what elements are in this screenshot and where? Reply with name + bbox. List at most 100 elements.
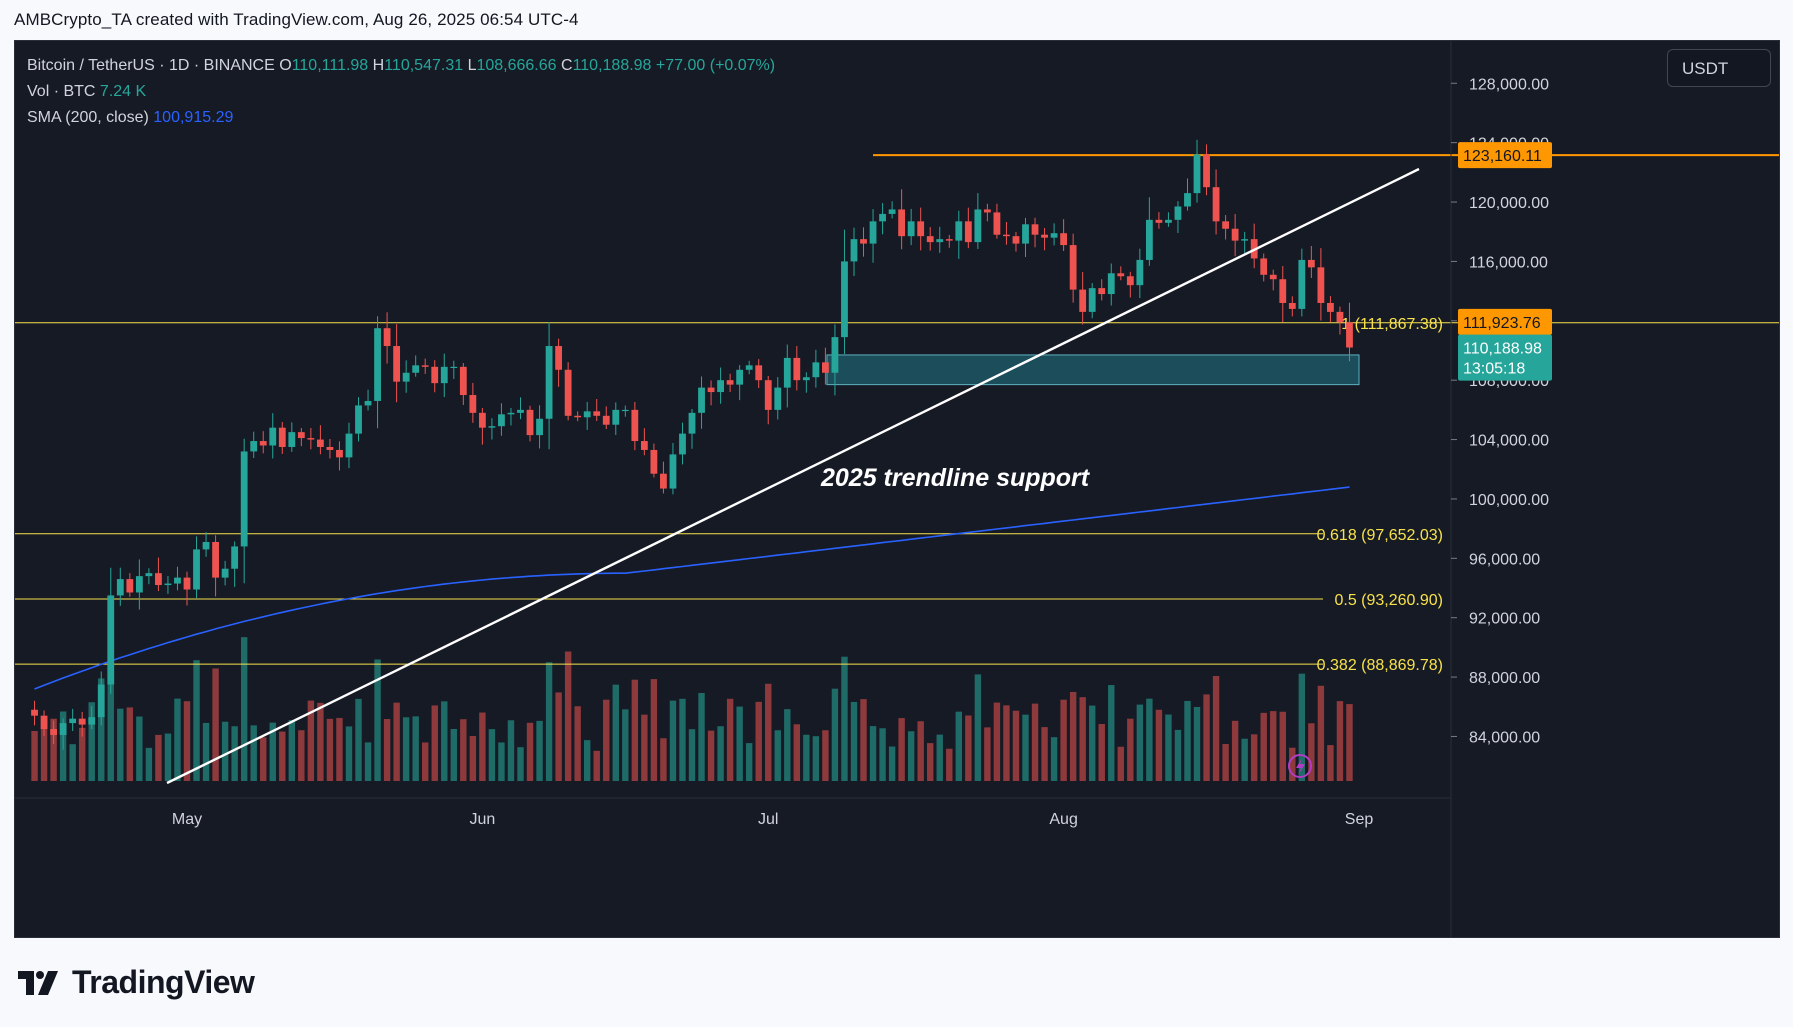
price-axis[interactable]: 84,000.00 88,000.00 92,000.00 96,000.00 100,… (1450, 41, 1552, 937)
volume-bar (860, 699, 867, 781)
legend-symbol[interactable]: Bitcoin / TetherUS · 1D · BINANCE (27, 57, 275, 74)
candle-body (478, 412, 486, 428)
volume-bar (393, 702, 400, 781)
candle-body (1050, 233, 1058, 238)
candle-body (936, 239, 944, 243)
candle-body (802, 377, 810, 381)
last-price-tag: 110,188.98 (1463, 341, 1542, 358)
volume-bar (965, 715, 972, 781)
volume-bar (364, 742, 372, 781)
candle-body (1241, 239, 1249, 241)
volume-bar (298, 730, 305, 781)
candle-body (250, 441, 258, 452)
volume-bar (78, 727, 86, 781)
volume-bar (1317, 685, 1325, 781)
candle-body (1136, 259, 1144, 286)
candle-body (1184, 193, 1191, 207)
volume-bar (888, 746, 896, 781)
candle-body (1327, 302, 1334, 312)
volume-bar (574, 706, 581, 781)
candle-body (364, 400, 372, 406)
tradingview-logo[interactable]: TradingView (18, 964, 255, 1001)
volume-bar (431, 705, 438, 781)
resistance-price-tag-bg (1458, 142, 1552, 169)
volume-bar (898, 718, 905, 781)
volume-bar (812, 736, 820, 781)
volume-bar (984, 727, 991, 781)
candle-body (231, 546, 239, 569)
candle-body (78, 718, 86, 725)
chart-panel[interactable]: 1 (111,867.38) 0.618 (97,652.03) 0.5 (93,2… (14, 40, 1780, 938)
volume-bar (1184, 700, 1191, 781)
volume-bar (355, 698, 362, 781)
volume-bar (1003, 705, 1010, 781)
demand-zone-layer (826, 354, 1360, 386)
volume-bar (793, 724, 801, 781)
volume-bar (307, 700, 315, 781)
currency-unit-button[interactable]: USDT (1667, 49, 1771, 87)
candle-body (726, 380, 734, 385)
volume-bar (174, 698, 181, 781)
volume-bar (726, 698, 734, 781)
candle-body (612, 409, 620, 425)
volume-bar (526, 722, 534, 781)
legend-ohlc-row: Bitcoin / TetherUS · 1D · BINANCE O110,1… (27, 53, 775, 79)
volume-bar (784, 709, 791, 781)
volume-bar (555, 692, 562, 781)
legend-volume-row[interactable]: Vol · BTC 7.24 K (27, 79, 775, 105)
candle-body (583, 411, 591, 418)
volume-bar (107, 656, 114, 781)
volume-bar (1327, 745, 1334, 781)
volume-bar (317, 702, 324, 781)
candle-body (116, 579, 124, 596)
volume-bar (583, 740, 591, 781)
candle-body (1088, 288, 1096, 312)
volume-bar (450, 728, 457, 781)
volume-bar (1279, 711, 1286, 781)
volume-bar (164, 733, 172, 781)
candle-body (1269, 274, 1277, 280)
volume-bar (402, 717, 410, 781)
volume-bar (250, 725, 257, 781)
volume-bar (1079, 697, 1086, 781)
candle-body (498, 414, 505, 427)
candle-body (507, 412, 515, 415)
volume-bar (1203, 694, 1210, 781)
price-chart[interactable]: 1 (111,867.38) 0.618 (97,652.03) 0.5 (93,2… (15, 41, 1779, 937)
volume-bar (1089, 705, 1096, 781)
candle-body (555, 346, 563, 370)
lightning-icon[interactable] (1288, 754, 1312, 778)
volume-bar (1308, 723, 1315, 781)
candle-body (135, 576, 143, 593)
candle-body (1069, 245, 1077, 290)
fib-level-label: 1 (111,867.38) (1341, 316, 1443, 333)
fib-level-label: 0.618 (97,652.03) (1317, 527, 1443, 544)
time-axis[interactable]: May Jun Jul Aug Sep (15, 754, 1451, 828)
volume-bar (1098, 724, 1105, 781)
candle-body (669, 454, 677, 489)
volume-bar (326, 718, 334, 781)
fib-one-price-tag: 111,923.76 (1463, 315, 1541, 332)
volume-bar (88, 702, 95, 781)
candle-body (812, 362, 820, 378)
candle-body (1288, 302, 1296, 309)
candle-body (402, 372, 410, 382)
candle-body (774, 387, 782, 410)
volume-bar (1146, 698, 1153, 781)
volume-bar (507, 720, 515, 781)
price-tick-label: 128,000.00 (1469, 76, 1549, 93)
candle-body (917, 221, 925, 237)
volume-bar (479, 712, 486, 781)
legend-sma-row[interactable]: SMA (200, close) 100,915.29 (27, 105, 775, 131)
volume-bar (1117, 746, 1124, 781)
candle-body (974, 209, 982, 243)
volume-bar (145, 747, 153, 781)
candle-body (850, 239, 858, 262)
candle-body (1231, 228, 1239, 241)
volume-bar (745, 743, 753, 781)
volume-bar (1260, 712, 1267, 781)
volume-bar (593, 750, 600, 781)
volume-bar (564, 651, 572, 781)
candle-body (421, 365, 429, 367)
volume-bar (336, 717, 343, 781)
